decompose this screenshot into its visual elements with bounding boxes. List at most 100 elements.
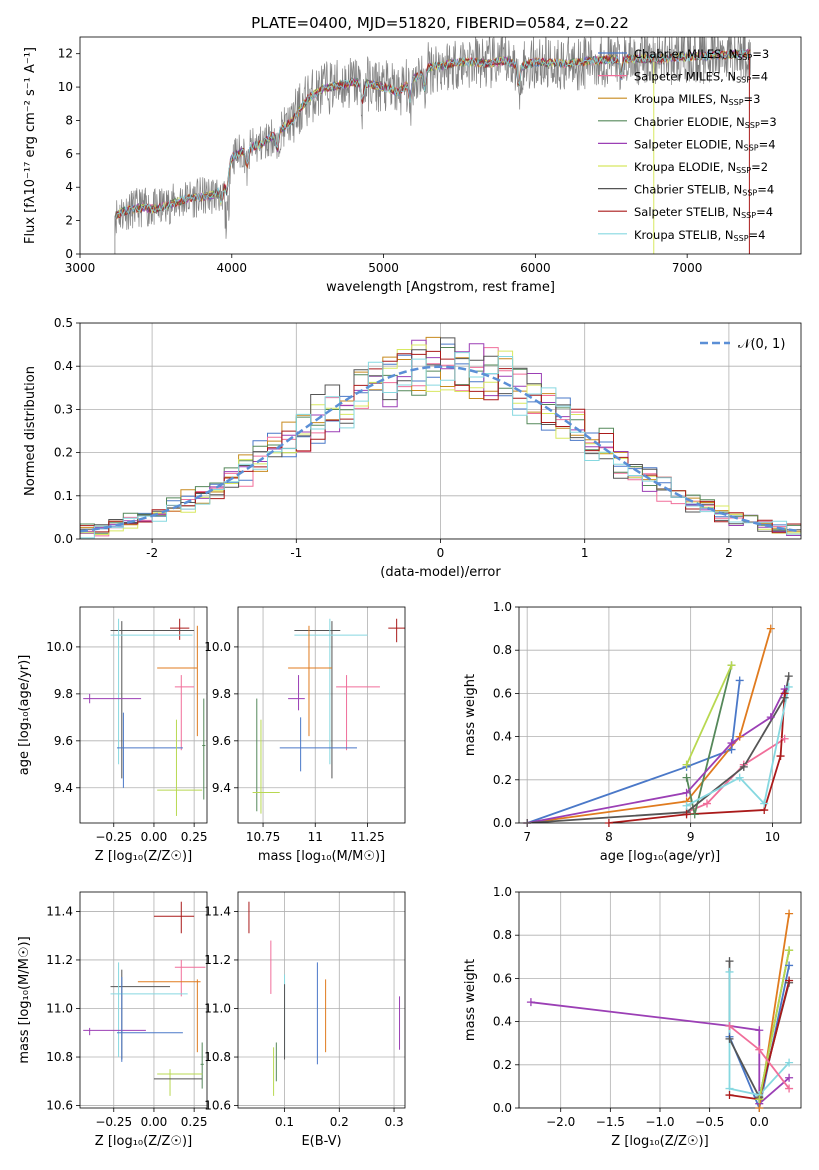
x-tick-label: 6000 bbox=[520, 261, 551, 275]
mass-weight-point bbox=[755, 1095, 764, 1104]
gaussian-curve bbox=[80, 365, 801, 533]
x-tick-label: 2 bbox=[725, 546, 733, 560]
mass-vs-metallicity-panel: −0.25 0.00 0.25 10.6 10.8 11.0 11.2 11.4 Z [log₁… bbox=[17, 891, 208, 1149]
mass-weight-point bbox=[604, 819, 613, 827]
x-tick-label: 1 bbox=[581, 546, 589, 560]
mass-weight-point bbox=[690, 810, 699, 819]
legend-entry: Salpeter MILES, NSSP=4 bbox=[634, 70, 768, 85]
figure-title: PLATE=0400, MJD=51820, FIBERID=0584, z=0… bbox=[251, 14, 629, 32]
mass-weight-point bbox=[755, 1045, 764, 1054]
mass-weight-point bbox=[780, 734, 789, 743]
y-tick-label: 0.4 bbox=[493, 1015, 512, 1029]
x-tick-label: −1.5 bbox=[596, 1115, 625, 1129]
x-tick-label: -2 bbox=[146, 546, 158, 560]
y-tick-label: 0.0 bbox=[493, 1101, 512, 1115]
mass-weight-point bbox=[703, 799, 711, 808]
legend-entry: Chabrier STELIB, NSSP=4 bbox=[634, 183, 774, 198]
x-axis-label: wavelength [Angstrom, rest frame] bbox=[326, 280, 555, 295]
x-tick-label: 3000 bbox=[65, 261, 96, 275]
mass-weight-line bbox=[728, 971, 790, 1096]
y-tick-label: 9.6 bbox=[212, 734, 231, 748]
y-tick-label: 11.2 bbox=[46, 953, 73, 967]
y-tick-label: 10 bbox=[58, 80, 73, 94]
y-tick-label: 2 bbox=[65, 214, 73, 228]
y-tick-label: 10.0 bbox=[46, 640, 73, 654]
x-tick-label: 5000 bbox=[368, 261, 399, 275]
age-vs-metallicity-panel: −0.25 0.00 0.25 9.4 9.6 9.8 10.0 Z [log₁₀(Z/Z☉)… bbox=[17, 606, 207, 864]
plot-area bbox=[519, 892, 801, 1108]
mass-weight-point bbox=[682, 810, 691, 819]
axes-box bbox=[518, 891, 802, 1109]
y-tick-label: 6 bbox=[65, 147, 73, 161]
mass-weight-line bbox=[685, 664, 733, 766]
x-axis-label: Z [log₁₀(Z/Z☉)] bbox=[611, 1134, 708, 1149]
x-tick-label: 0.0 bbox=[750, 1115, 769, 1129]
mass-weight-point bbox=[735, 676, 744, 685]
y-tick-label: 10.0 bbox=[204, 640, 231, 654]
x-tick-label: 8 bbox=[605, 830, 613, 844]
x-tick-label: 0.3 bbox=[385, 1115, 404, 1129]
legend-entry: Chabrier MILES, NSSP=3 bbox=[634, 47, 769, 62]
x-axis-label: mass [log₁₀(M/M☉)] bbox=[258, 849, 385, 864]
mass-weight-point bbox=[682, 773, 691, 782]
y-tick-label: 11.0 bbox=[204, 1001, 231, 1015]
mass-weight-point bbox=[784, 672, 793, 681]
y-tick-label: 10.6 bbox=[46, 1099, 73, 1113]
axes-frame: 0.1 0.2 0.3 10.6 10.8 11.0 11.2 11.4 bbox=[204, 904, 403, 1129]
x-axis-label: E(B-V) bbox=[301, 1134, 341, 1149]
x-tick-label: 0.2 bbox=[330, 1115, 349, 1129]
mass-weight-point bbox=[785, 961, 794, 970]
axes-frame: −0.25 0.00 0.25 9.4 9.6 9.8 10.0 bbox=[46, 640, 207, 844]
x-tick-label: 0 bbox=[437, 546, 445, 560]
y-tick-label: 11.4 bbox=[46, 904, 73, 918]
x-tick-label: 11 bbox=[308, 830, 323, 844]
y-axis-label: mass weight bbox=[463, 959, 478, 1041]
legend-entry: Salpeter ELODIE, NSSP=4 bbox=[634, 137, 776, 152]
plot-area bbox=[80, 607, 207, 823]
y-tick-label: 9.4 bbox=[54, 781, 73, 795]
mass-weight-line bbox=[686, 686, 790, 807]
mass-weight-line bbox=[728, 965, 790, 1108]
mass-weight-point bbox=[755, 1104, 764, 1112]
y-tick-label: 0.0 bbox=[54, 532, 73, 546]
y-axis-label: Normed distribution bbox=[23, 366, 38, 496]
axes-frame: 7 8 9 10 0.0 0.2 0.4 0.6 0.8 1.0 bbox=[493, 600, 780, 844]
mass-weight-point bbox=[766, 624, 775, 633]
y-tick-label: 0 bbox=[65, 247, 73, 261]
y-tick-label: 0.8 bbox=[493, 928, 512, 942]
mass-weight-point bbox=[727, 739, 736, 748]
y-tick-label: 9.6 bbox=[54, 734, 73, 748]
x-tick-label: −0.25 bbox=[95, 830, 132, 844]
axes-frame: −2.0 −1.5 −1.0 −0.5 0.0 0.0 0.2 0.4 0.6 0.8 1.0 bbox=[493, 885, 769, 1129]
x-tick-label: 7 bbox=[523, 830, 531, 844]
age-vs-mass-panel: 10.75 11 11.25 9.4 9.6 9.8 10.0 mass [log₁₀(M/M… bbox=[204, 606, 406, 864]
x-tick-label: 0.25 bbox=[181, 1115, 208, 1129]
x-tick-label: −2.0 bbox=[546, 1115, 575, 1129]
mass-weight-point bbox=[725, 1091, 734, 1100]
mass-weight-point bbox=[776, 752, 785, 761]
mass-weight-point bbox=[785, 976, 794, 985]
x-tick-label: 0.25 bbox=[181, 830, 208, 844]
spectrum-panel: 3000 4000 5000 6000 7000 0 2 4 6 8 10 12 wavelength … bbox=[23, 36, 802, 295]
mass-weight-point bbox=[784, 682, 793, 691]
x-axis-label: (data-model)/error bbox=[380, 565, 501, 580]
y-tick-label: 0.8 bbox=[493, 643, 512, 657]
mass-weight-point bbox=[735, 732, 744, 741]
plot-area bbox=[238, 607, 405, 823]
legend-entry: 𝒩(0, 1) bbox=[738, 337, 785, 352]
mass-weight-point bbox=[739, 762, 748, 771]
y-axis-label: age [log₁₀(age/yr)] bbox=[17, 655, 32, 776]
legend-entry: Chabrier ELODIE, NSSP=3 bbox=[634, 115, 777, 130]
y-tick-label: 0.2 bbox=[493, 1058, 512, 1072]
x-axis-label: Z [log₁₀(Z/Z☉)] bbox=[95, 849, 192, 864]
x-tick-label: 10 bbox=[765, 830, 780, 844]
x-tick-label: -1 bbox=[290, 546, 302, 560]
y-tick-label: 9.8 bbox=[212, 687, 231, 701]
y-tick-label: 11.2 bbox=[204, 953, 231, 967]
x-tick-label: 4000 bbox=[217, 261, 248, 275]
x-tick-label: 7000 bbox=[672, 261, 703, 275]
axes-box bbox=[79, 891, 208, 1109]
y-tick-label: 10.6 bbox=[204, 1099, 231, 1113]
mass-weight-point bbox=[785, 909, 794, 918]
